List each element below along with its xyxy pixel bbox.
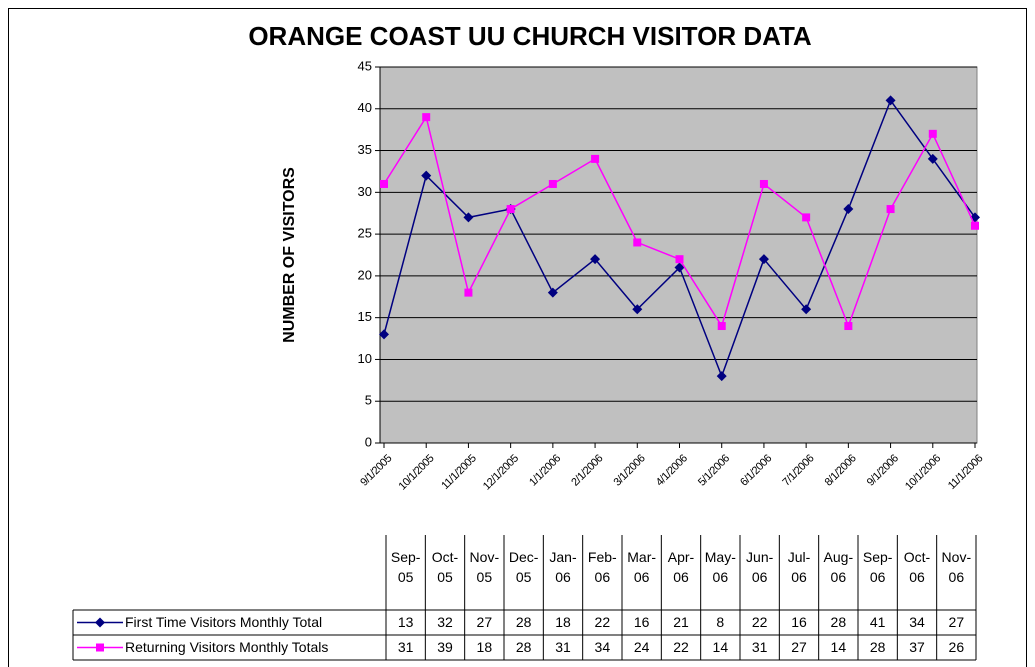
table-value: 37 bbox=[909, 639, 925, 655]
table-header: Jun-06 bbox=[746, 549, 774, 585]
table-value: 41 bbox=[870, 614, 886, 630]
table-header: Sep-05 bbox=[390, 549, 421, 585]
table-value: 14 bbox=[713, 639, 729, 655]
table-value: 21 bbox=[673, 614, 689, 630]
marker bbox=[802, 213, 811, 222]
table-value: 18 bbox=[477, 639, 493, 655]
table-value: 18 bbox=[555, 614, 571, 630]
table-value: 28 bbox=[870, 639, 886, 655]
table-value: 39 bbox=[437, 639, 453, 655]
table-value: 24 bbox=[634, 639, 650, 655]
table-value: 16 bbox=[791, 614, 807, 630]
marker bbox=[506, 205, 515, 214]
marker bbox=[421, 170, 432, 181]
table-header: Jan-06 bbox=[549, 549, 577, 585]
table-header: Nov-06 bbox=[941, 549, 972, 585]
table-value: 27 bbox=[477, 614, 493, 630]
marker bbox=[716, 371, 727, 382]
y-tick-label: 5 bbox=[365, 393, 372, 408]
y-tick-label: 0 bbox=[365, 434, 372, 449]
table-value: 22 bbox=[595, 614, 611, 630]
marker bbox=[463, 212, 474, 223]
table-header: Oct-05 bbox=[431, 549, 459, 585]
y-tick-label: 30 bbox=[358, 184, 372, 199]
table-value: 28 bbox=[831, 614, 847, 630]
y-tick-label: 10 bbox=[358, 351, 372, 366]
table-value: 27 bbox=[791, 639, 807, 655]
table-value: 31 bbox=[398, 639, 414, 655]
chart-title: ORANGE COAST UU CHURCH VISITOR DATA bbox=[248, 21, 812, 51]
table-header: Aug-06 bbox=[823, 549, 854, 585]
marker bbox=[886, 205, 895, 214]
table-header: Oct-06 bbox=[903, 549, 931, 585]
marker bbox=[675, 255, 684, 264]
table-header: Apr-06 bbox=[667, 549, 695, 585]
marker bbox=[547, 287, 558, 298]
table-value: 28 bbox=[516, 639, 532, 655]
marker bbox=[632, 304, 643, 315]
marker bbox=[590, 254, 601, 265]
table-value: 13 bbox=[398, 614, 414, 630]
table-header: Jul-06 bbox=[787, 549, 811, 585]
table-value: 32 bbox=[437, 614, 453, 630]
marker bbox=[464, 288, 473, 297]
y-tick-label: 25 bbox=[358, 226, 372, 241]
marker bbox=[591, 154, 600, 163]
table-value: 16 bbox=[634, 614, 650, 630]
y-tick-label: 35 bbox=[358, 142, 372, 157]
marker bbox=[717, 322, 726, 331]
marker bbox=[380, 179, 388, 188]
table-header: Feb-06 bbox=[587, 549, 617, 585]
y-tick-label: 20 bbox=[358, 267, 372, 282]
table-value: 34 bbox=[909, 614, 925, 630]
marker bbox=[759, 179, 768, 188]
table-header: May-06 bbox=[704, 549, 736, 585]
table-value: 22 bbox=[673, 639, 689, 655]
legend-label: First Time Visitors Monthly Total bbox=[125, 614, 322, 630]
marker bbox=[422, 113, 431, 122]
marker bbox=[928, 129, 937, 138]
y-tick-label: 15 bbox=[358, 309, 372, 324]
y-tick-label: 40 bbox=[358, 100, 372, 115]
marker bbox=[801, 304, 812, 315]
table-header: Sep-06 bbox=[862, 549, 893, 585]
y-axis-title: NUMBER OF VISITORS bbox=[281, 167, 298, 343]
marker bbox=[674, 262, 685, 273]
table-value: 27 bbox=[949, 614, 965, 630]
table-value: 22 bbox=[752, 614, 768, 630]
table-value: 34 bbox=[595, 639, 611, 655]
legend-label: Returning Visitors Monthly Totals bbox=[125, 639, 328, 655]
marker bbox=[379, 329, 389, 340]
table-value: 26 bbox=[949, 639, 965, 655]
marker bbox=[633, 238, 642, 247]
table-header: Nov-05 bbox=[469, 549, 500, 585]
table-value: 8 bbox=[716, 614, 724, 630]
marker bbox=[844, 322, 853, 331]
marker bbox=[971, 221, 979, 230]
table-value: 14 bbox=[831, 639, 847, 655]
table-header: Mar-06 bbox=[627, 549, 657, 585]
marker bbox=[96, 643, 104, 652]
marker bbox=[548, 179, 557, 188]
marker bbox=[885, 95, 896, 106]
marker bbox=[843, 204, 854, 215]
table-header: Dec-05 bbox=[508, 549, 539, 585]
plot-area bbox=[379, 66, 978, 444]
marker bbox=[95, 617, 105, 628]
marker bbox=[758, 254, 769, 265]
marker bbox=[927, 153, 938, 164]
y-tick-label: 45 bbox=[358, 58, 372, 73]
table-value: 28 bbox=[516, 614, 532, 630]
table-value: 31 bbox=[752, 639, 768, 655]
table-value: 31 bbox=[555, 639, 571, 655]
